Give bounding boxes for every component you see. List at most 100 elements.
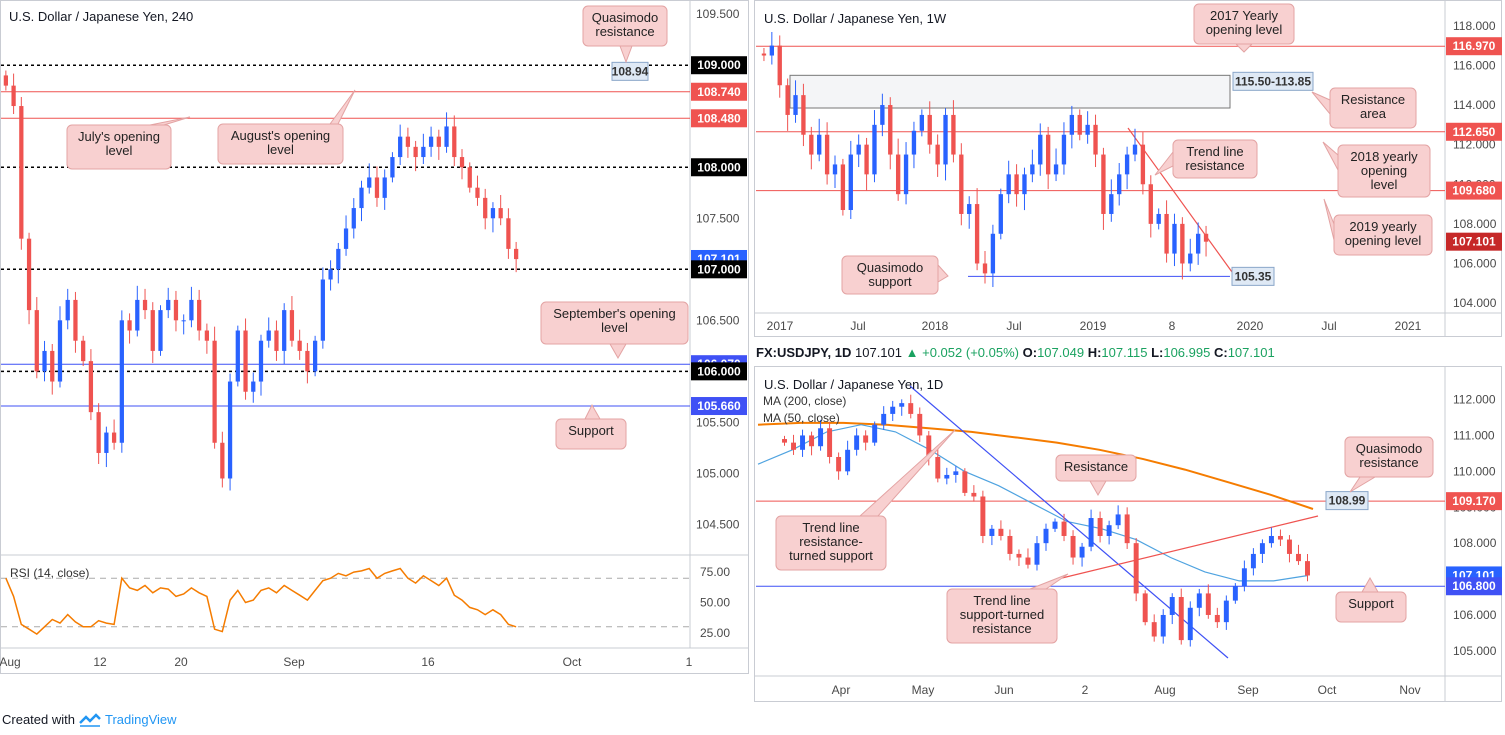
- zone-label: 115.50-113.85: [1235, 74, 1311, 88]
- zone-label-bg: [1232, 71, 1314, 91]
- price-tag-1w: 112.650: [1453, 125, 1496, 139]
- candle-4h-candle: [266, 330, 271, 341]
- candle-1d-candle: [854, 435, 860, 450]
- y-axis-1w-tick: 114.000: [1453, 98, 1496, 112]
- rsi-axis-tick: 50.00: [700, 596, 730, 610]
- y-axis-1d-tick: 111.000: [1453, 428, 1495, 442]
- note-august-opening-pointer: [329, 89, 356, 125]
- footer-credit[interactable]: Created with TradingView: [2, 712, 177, 727]
- note-2018-yearly-line-1: opening: [1361, 163, 1407, 178]
- price-tag: 109.000: [697, 58, 741, 72]
- price-tag-bg: [691, 362, 747, 381]
- price-tag: 107.000: [697, 262, 741, 276]
- candle-1d-candle: [1115, 514, 1121, 526]
- note-2017-yearly-line-0: 2017 Yearly: [1210, 8, 1278, 23]
- candle-1d-candle: [1106, 525, 1112, 536]
- x-axis-4h-tick: Aug: [0, 655, 21, 669]
- x-axis-1w-tick: 2021: [1395, 319, 1422, 333]
- candle-1d-candle: [1052, 521, 1058, 529]
- y-axis-4h-tick: 104.500: [696, 517, 740, 531]
- candle-4h-candle: [65, 299, 70, 321]
- candle-1d-candle: [1079, 546, 1085, 558]
- candle-1w-candle: [903, 154, 909, 195]
- candle-1d-candle: [1286, 539, 1292, 554]
- candle-4h-candle: [50, 350, 55, 382]
- note-trend-support-turned-resistance-box: [946, 588, 1058, 644]
- candle-4h-candle: [11, 85, 16, 107]
- tag-105-35-bg: [1231, 266, 1275, 286]
- candle-1d-candle: [1133, 543, 1139, 594]
- candle-1d-candle: [1070, 535, 1076, 558]
- candle-1w-candle: [1101, 154, 1106, 214]
- close-label: C:: [1213, 345, 1228, 360]
- note-quasimodo-resistance-1d-box: [1344, 436, 1434, 478]
- candle-1w-candle: [1061, 134, 1067, 165]
- price-tag: 105.660: [697, 399, 741, 413]
- candle-1w-candle: [1195, 233, 1201, 254]
- candle-4h-candle: [483, 197, 488, 219]
- candle-4h-candle: [282, 310, 287, 351]
- y-axis-1w-tick: 116.000: [1453, 58, 1496, 72]
- note-trend-resistance-turned-support-pointer: [858, 429, 956, 517]
- candle-4h-candle: [428, 136, 434, 147]
- note-july-opening-pointer: [149, 116, 191, 126]
- candle-1d-candle: [1187, 607, 1193, 641]
- price-tag-bg: [691, 109, 747, 128]
- y-axis-4h-tick: 107.500: [696, 211, 740, 225]
- x-axis-1w-tick: 2017: [767, 319, 794, 333]
- candle-1w-candle: [817, 134, 822, 155]
- note-august-opening-line-1: level: [267, 142, 294, 157]
- candle-1d-candle: [809, 435, 815, 447]
- candle-1d-candle: [1034, 543, 1040, 565]
- candle-1d-candle: [782, 439, 787, 443]
- note-september-opening-line-1: level: [601, 320, 628, 335]
- chart-4h-title: U.S. Dollar / Japanese Yen, 240: [9, 9, 194, 24]
- candle-1d-candle: [827, 428, 833, 457]
- candle-1w-candle: [1148, 184, 1153, 224]
- note-july-opening-line-0: July's opening: [78, 129, 160, 144]
- candle-1w-candle: [1180, 223, 1185, 264]
- y-axis-1d-tick: 105.000: [1453, 644, 1497, 658]
- note-trend-resistance-turned-support-box: [775, 515, 887, 571]
- y-axis-1d-tick: 108.000: [1453, 536, 1497, 550]
- candle-1w-candle: [1093, 124, 1098, 155]
- last-price: 107.101: [855, 345, 902, 360]
- y-axis-1d-tick: 112.000: [1453, 393, 1496, 407]
- high-value: 107.115: [1101, 345, 1148, 360]
- candle-1d-candle: [935, 456, 941, 479]
- x-axis-1d-tick: Jun: [994, 683, 1013, 697]
- candle-1w-candle: [1117, 174, 1122, 195]
- candle-1w-candle: [1030, 164, 1035, 175]
- open-label: O:: [1022, 345, 1038, 360]
- x-axis-1d-tick: Apr: [832, 683, 851, 697]
- candle-1w-candle: [1203, 233, 1209, 242]
- y-axis-4h-tick: 105.000: [696, 466, 740, 480]
- candle-4h-candle: [359, 187, 364, 209]
- note-resistance-area-line-1: area: [1360, 106, 1387, 121]
- candle-1w-candle: [1006, 174, 1011, 195]
- tradingview-brand[interactable]: TradingView: [104, 712, 177, 727]
- candle-1w-candle: [1124, 154, 1130, 175]
- note-2018-yearly-line-0: 2018 yearly: [1350, 149, 1418, 164]
- y-axis-4h-tick: 106.500: [696, 313, 740, 327]
- candle-1d-candle: [980, 496, 986, 536]
- candle-4h-candle: [514, 248, 519, 260]
- trend-line-blue: [909, 385, 1229, 659]
- price-tag-1w: 109.680: [1452, 184, 1496, 198]
- candle-4h-candle: [274, 330, 279, 351]
- candle-4h-candle: [506, 218, 511, 249]
- y-axis-4h-tick: 109.500: [696, 7, 740, 21]
- note-2017-yearly-pointer: [1234, 43, 1254, 53]
- candle-1w-candle: [785, 85, 790, 115]
- candle-1d-candle: [800, 435, 806, 450]
- note-resistance-area-line-0: Resistance: [1341, 92, 1405, 107]
- candle-1d-candle: [998, 528, 1004, 536]
- candle-1w-candle: [1085, 124, 1090, 135]
- candle-1w-candle: [1077, 114, 1082, 135]
- candle-1w-candle: [919, 114, 925, 131]
- candle-4h-candle: [212, 340, 217, 443]
- x-axis-4h-tick: 20: [174, 655, 188, 669]
